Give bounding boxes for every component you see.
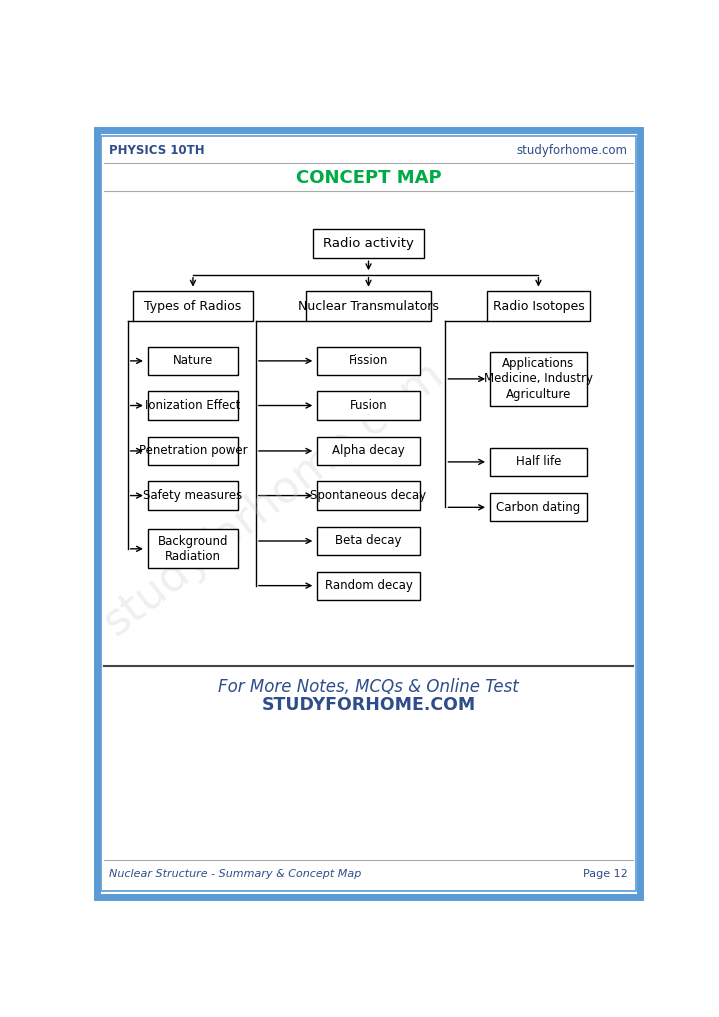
FancyBboxPatch shape (147, 481, 239, 510)
FancyBboxPatch shape (317, 572, 420, 600)
Text: Nature: Nature (173, 354, 213, 367)
FancyBboxPatch shape (490, 493, 587, 522)
Text: Nuclear Structure - Summary & Concept Map: Nuclear Structure - Summary & Concept Ma… (109, 869, 362, 879)
Text: Radio activity: Radio activity (323, 237, 414, 250)
Text: Page 12: Page 12 (583, 869, 628, 879)
FancyBboxPatch shape (490, 447, 587, 476)
Text: Ionization Effect: Ionization Effect (145, 399, 241, 412)
FancyBboxPatch shape (317, 527, 420, 555)
Text: Alpha decay: Alpha decay (332, 444, 405, 458)
FancyBboxPatch shape (317, 437, 420, 465)
Text: Spontaneous decay: Spontaneous decay (311, 489, 426, 502)
Text: Applications
Medicine, Industry
Agriculture: Applications Medicine, Industry Agricult… (484, 357, 593, 401)
FancyBboxPatch shape (147, 347, 239, 375)
Text: STUDYFORHOME.COM: STUDYFORHOME.COM (262, 697, 475, 714)
FancyBboxPatch shape (313, 229, 424, 258)
Text: studyforhome.com: studyforhome.com (96, 352, 452, 644)
FancyBboxPatch shape (317, 347, 420, 375)
Text: Radio Isotopes: Radio Isotopes (493, 300, 585, 312)
Text: CONCEPT MAP: CONCEPT MAP (296, 170, 441, 187)
FancyBboxPatch shape (490, 352, 587, 406)
Text: Safety measures: Safety measures (143, 489, 242, 502)
FancyBboxPatch shape (147, 437, 239, 465)
FancyBboxPatch shape (133, 291, 253, 321)
Text: For More Notes, MCQs & Online Test: For More Notes, MCQs & Online Test (218, 678, 519, 697)
Text: Background
Radiation: Background Radiation (157, 535, 228, 563)
Text: Penetration power: Penetration power (139, 444, 247, 458)
Text: Fission: Fission (349, 354, 388, 367)
Text: studyforhome.com: studyforhome.com (516, 143, 628, 157)
Text: Half life: Half life (516, 456, 561, 469)
FancyBboxPatch shape (487, 291, 590, 321)
Text: Beta decay: Beta decay (335, 535, 402, 547)
FancyBboxPatch shape (317, 392, 420, 420)
FancyBboxPatch shape (147, 392, 239, 420)
Text: Nuclear Transmulators: Nuclear Transmulators (298, 300, 439, 312)
FancyBboxPatch shape (306, 291, 431, 321)
Text: Carbon dating: Carbon dating (496, 500, 580, 514)
Text: Types of Radios: Types of Radios (145, 300, 242, 312)
Text: PHYSICS 10TH: PHYSICS 10TH (109, 143, 205, 157)
Text: Fusion: Fusion (349, 399, 388, 412)
FancyBboxPatch shape (317, 481, 420, 510)
FancyBboxPatch shape (147, 529, 239, 569)
Text: Random decay: Random decay (324, 579, 413, 592)
